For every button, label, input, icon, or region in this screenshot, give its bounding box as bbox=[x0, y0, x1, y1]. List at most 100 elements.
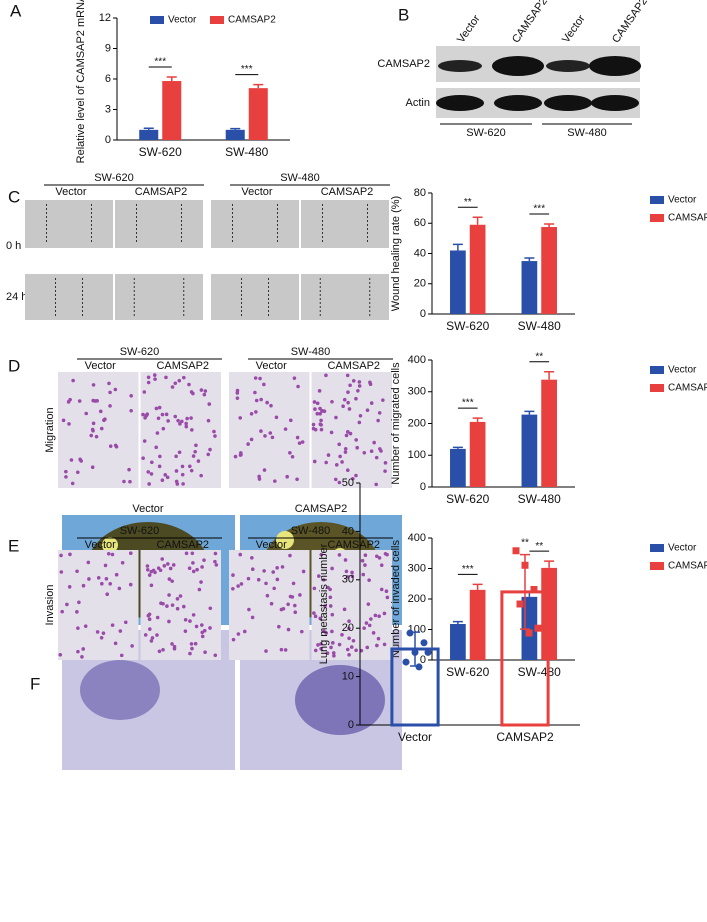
column-label: CAMSAP2 bbox=[156, 360, 209, 372]
legend-label: CAMSAP2 bbox=[228, 15, 276, 26]
cell bbox=[199, 388, 204, 392]
cell bbox=[342, 397, 347, 402]
cell bbox=[344, 569, 349, 574]
cell bbox=[333, 477, 338, 482]
cell bbox=[191, 391, 195, 396]
cell bbox=[231, 637, 236, 642]
cell bbox=[249, 411, 254, 416]
cell bbox=[106, 552, 111, 556]
blot-band bbox=[494, 95, 542, 111]
cell bbox=[193, 449, 197, 454]
cell bbox=[119, 653, 124, 658]
panel-label: C bbox=[8, 187, 20, 206]
column-label: Vector bbox=[256, 539, 288, 551]
cell bbox=[365, 645, 370, 650]
cell bbox=[129, 408, 133, 413]
cell bbox=[242, 629, 247, 634]
cell bbox=[231, 586, 235, 591]
cell bbox=[264, 581, 268, 586]
error-bar bbox=[452, 243, 463, 251]
cell bbox=[127, 467, 131, 472]
cell bbox=[118, 629, 123, 633]
cell bbox=[275, 566, 279, 570]
cell bbox=[194, 443, 198, 448]
cell bbox=[236, 584, 240, 588]
cell bbox=[113, 387, 118, 392]
cell bbox=[376, 418, 380, 423]
cell bbox=[360, 558, 365, 563]
cell bbox=[348, 383, 352, 388]
x-tick-label: SW-480 bbox=[518, 319, 561, 333]
bar bbox=[469, 421, 486, 487]
cell bbox=[343, 558, 348, 562]
legend-swatch bbox=[650, 544, 664, 552]
significance: *** bbox=[533, 204, 545, 215]
cell bbox=[175, 606, 180, 611]
bar bbox=[139, 129, 159, 140]
cell bbox=[152, 373, 157, 377]
cell bbox=[181, 482, 185, 486]
y-axis-label: Number of migrated cells bbox=[390, 362, 402, 485]
group-label: SW-480 bbox=[280, 172, 320, 184]
cell bbox=[174, 454, 178, 459]
cell bbox=[176, 418, 180, 423]
cell bbox=[128, 582, 133, 587]
cell bbox=[273, 479, 277, 483]
column-label: Vector bbox=[132, 503, 164, 515]
cell bbox=[155, 431, 160, 435]
y-tick-label: 20 bbox=[342, 622, 354, 634]
legend-label: Vector bbox=[668, 543, 697, 554]
cell bbox=[164, 375, 168, 380]
cell bbox=[113, 641, 118, 646]
cell bbox=[145, 567, 150, 572]
cell bbox=[196, 459, 201, 463]
cell bbox=[213, 434, 217, 438]
cell bbox=[177, 450, 182, 455]
cell bbox=[193, 641, 198, 646]
y-tick-label: 9 bbox=[105, 42, 111, 54]
cell bbox=[340, 460, 344, 464]
cell bbox=[312, 611, 316, 615]
cell bbox=[354, 648, 358, 653]
cell bbox=[122, 479, 126, 484]
cell bbox=[272, 586, 276, 591]
column-label: Vector bbox=[55, 186, 87, 198]
cell bbox=[77, 399, 82, 403]
cell bbox=[184, 551, 189, 556]
cell bbox=[354, 473, 358, 478]
cell bbox=[162, 564, 167, 568]
cell bbox=[268, 431, 273, 435]
cell bbox=[182, 375, 186, 380]
y-axis-label: Number of invaded cells bbox=[390, 540, 402, 659]
bar bbox=[541, 227, 557, 314]
cell bbox=[262, 468, 267, 472]
cell bbox=[257, 474, 261, 479]
cell bbox=[160, 557, 165, 561]
cell bbox=[143, 415, 147, 420]
cell bbox=[311, 422, 316, 427]
cell bbox=[321, 578, 326, 582]
cell bbox=[355, 445, 359, 450]
cell bbox=[317, 574, 321, 578]
legend-label: Vector bbox=[168, 15, 197, 26]
cell bbox=[177, 378, 182, 383]
cell bbox=[375, 643, 379, 648]
point bbox=[415, 663, 423, 671]
cell bbox=[318, 411, 322, 416]
cell bbox=[258, 376, 262, 381]
cell bbox=[208, 626, 212, 630]
cell bbox=[81, 647, 86, 651]
cell bbox=[354, 396, 358, 401]
y-axis-label: Lung metastasis number bbox=[318, 543, 330, 664]
cell bbox=[165, 475, 170, 480]
cell bbox=[298, 593, 302, 597]
cell bbox=[142, 390, 147, 394]
cell bbox=[384, 589, 389, 593]
cell bbox=[146, 613, 151, 618]
column-label: CAMSAP2 bbox=[295, 503, 348, 515]
y-axis-label: Relative level of CAMSAP2 mRNA bbox=[75, 0, 87, 163]
y-tick-label: 40 bbox=[342, 525, 354, 537]
error-bar bbox=[143, 127, 154, 130]
panel-label: F bbox=[30, 674, 40, 693]
